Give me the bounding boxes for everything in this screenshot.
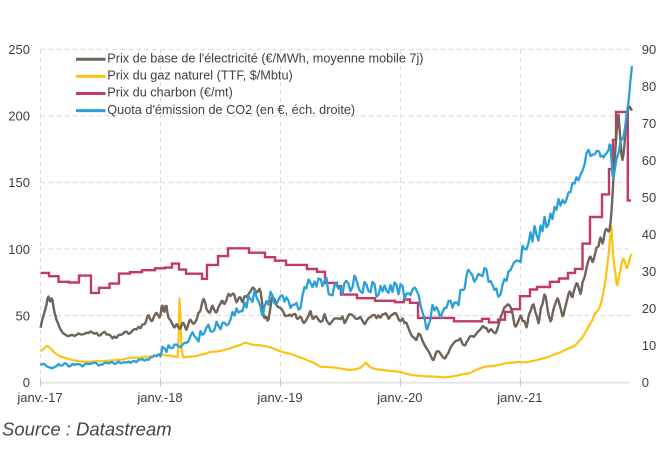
svg-text:20: 20 [642,301,656,316]
svg-text:janv.-20: janv.-20 [376,390,422,405]
svg-text:40: 40 [642,227,656,242]
svg-text:Source : Datastream: Source : Datastream [2,419,172,440]
svg-text:50: 50 [16,308,30,323]
svg-text:janv.-17: janv.-17 [16,390,62,405]
svg-text:100: 100 [8,242,30,257]
svg-text:janv.-19: janv.-19 [256,390,302,405]
svg-text:50: 50 [642,190,656,205]
svg-text:80: 80 [642,79,656,94]
svg-text:Prix du charbon (€/mt): Prix du charbon (€/mt) [107,86,233,100]
svg-text:30: 30 [642,264,656,279]
svg-text:Prix de base de l'électricité: Prix de base de l'électricité (€/MWh, mo… [107,52,423,66]
svg-text:150: 150 [8,175,30,190]
svg-text:Prix du gaz naturel (TTF, $/Mb: Prix du gaz naturel (TTF, $/Mbtu) [107,69,292,83]
svg-text:250: 250 [8,42,30,57]
svg-text:0: 0 [642,375,649,390]
svg-text:60: 60 [642,153,656,168]
svg-text:10: 10 [642,338,656,353]
svg-text:janv.-21: janv.-21 [496,390,542,405]
svg-text:janv.-18: janv.-18 [136,390,182,405]
svg-text:200: 200 [8,109,30,124]
svg-text:90: 90 [642,42,656,57]
svg-text:0: 0 [23,375,30,390]
svg-text:70: 70 [642,116,656,131]
svg-text:Quota d'émission de CO2 (en €,: Quota d'émission de CO2 (en €, éch. droi… [107,103,355,117]
